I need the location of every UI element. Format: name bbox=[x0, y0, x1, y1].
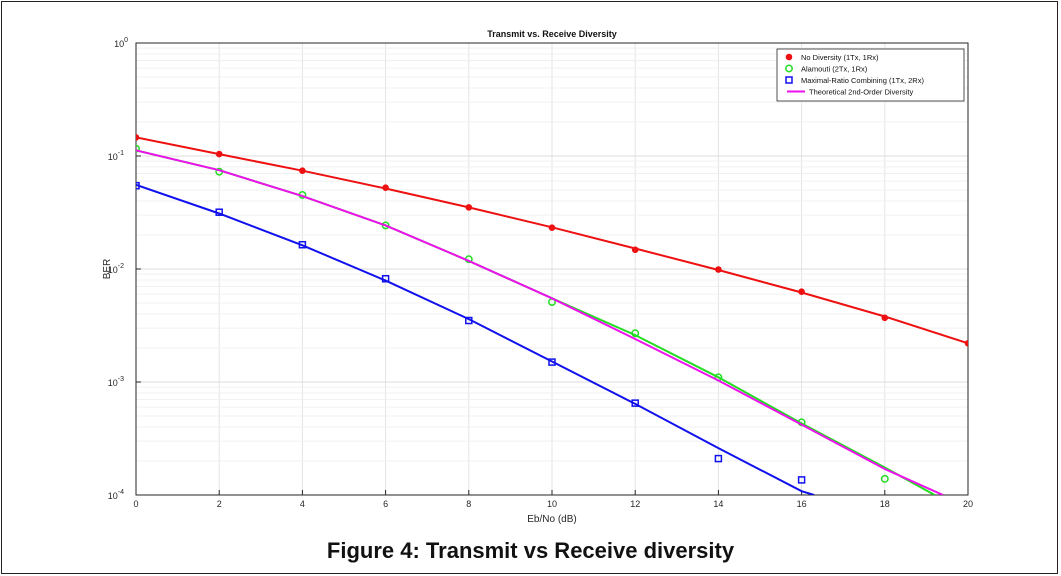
data-point bbox=[136, 144, 140, 153]
data-point bbox=[715, 266, 722, 273]
y-tick-exponent: -4 bbox=[118, 489, 124, 496]
data-point bbox=[631, 399, 639, 407]
legend: No Diversity (1Tx, 1Rx) Alamouti (2Tx, 1R… bbox=[776, 48, 965, 102]
x-tick-label: 4 bbox=[300, 499, 305, 509]
x-tick-label: 0 bbox=[133, 499, 138, 509]
data-point bbox=[136, 134, 140, 141]
data-point bbox=[797, 476, 806, 484]
y-tick-base: 10 bbox=[108, 378, 118, 388]
y-tick-label: 10-3 bbox=[108, 376, 124, 388]
y-tick-base: 10 bbox=[108, 265, 118, 275]
data-point bbox=[964, 340, 968, 347]
y-tick-exponent: -3 bbox=[118, 376, 124, 383]
x-tick-label: 18 bbox=[880, 499, 890, 509]
y-tick-base: 10 bbox=[114, 39, 124, 49]
y-tick-base: 10 bbox=[108, 152, 118, 162]
legend-box bbox=[776, 48, 965, 102]
y-tick-label: 100 bbox=[114, 37, 128, 49]
data-point bbox=[785, 64, 793, 73]
data-point bbox=[631, 329, 640, 338]
data-point bbox=[548, 224, 556, 231]
x-axis-label: Eb/No (dB) bbox=[527, 514, 576, 525]
x-tick-label: 10 bbox=[547, 499, 557, 509]
data-point bbox=[382, 184, 389, 192]
chart-title: Transmit vs. Receive Diversity bbox=[487, 29, 617, 39]
data-point bbox=[215, 150, 223, 158]
legend-entry-label: No Diversity (1Tx, 1Rx) bbox=[801, 53, 879, 62]
data-point bbox=[465, 316, 473, 325]
data-point bbox=[548, 358, 556, 366]
data-point bbox=[299, 167, 306, 175]
data-point bbox=[785, 76, 793, 84]
x-tick-label: 16 bbox=[797, 499, 807, 509]
y-tick-label: 10-2 bbox=[108, 263, 124, 275]
series-2 bbox=[136, 181, 815, 495]
legend-entry-label: Alamouti (2Tx, 1Rx) bbox=[801, 65, 868, 74]
data-point bbox=[136, 181, 140, 190]
data-point bbox=[381, 274, 390, 283]
series-line bbox=[136, 183, 815, 495]
figure-caption: Figure 4: Transmit vs Receive diversity bbox=[326, 538, 735, 563]
data-point bbox=[880, 474, 889, 483]
data-point bbox=[881, 314, 889, 322]
x-tick-label: 8 bbox=[466, 499, 471, 509]
y-tick-exponent: -2 bbox=[118, 263, 124, 270]
y-tick-base: 10 bbox=[108, 491, 118, 501]
y-tick-exponent: 0 bbox=[124, 37, 128, 44]
data-point bbox=[798, 288, 805, 295]
data-point bbox=[785, 53, 793, 61]
series-layer bbox=[136, 134, 968, 495]
data-point bbox=[215, 208, 223, 216]
y-tick-label: 10-4 bbox=[108, 489, 124, 501]
legend-entry-label: Theoretical 2nd-Order Diversity bbox=[809, 88, 913, 97]
x-tick-label: 14 bbox=[713, 499, 723, 509]
data-point bbox=[298, 240, 307, 249]
legend-entry-label: Maximal-Ratio Combining (1Tx, 2Rx) bbox=[801, 76, 924, 85]
x-tick-label: 2 bbox=[217, 499, 222, 509]
x-tick-label: 12 bbox=[630, 499, 640, 509]
data-point bbox=[381, 221, 390, 230]
data-point bbox=[714, 454, 723, 463]
x-tick-label: 20 bbox=[963, 499, 973, 509]
y-axis-label: BER bbox=[102, 259, 113, 280]
data-point bbox=[631, 246, 639, 254]
series-3 bbox=[136, 149, 944, 495]
y-tick-exponent: -1 bbox=[118, 150, 124, 157]
series-0 bbox=[136, 134, 968, 347]
data-point bbox=[465, 204, 473, 211]
series-line bbox=[136, 149, 944, 495]
y-tick-label: 10-1 bbox=[108, 150, 124, 162]
x-tick-label: 6 bbox=[383, 499, 388, 509]
